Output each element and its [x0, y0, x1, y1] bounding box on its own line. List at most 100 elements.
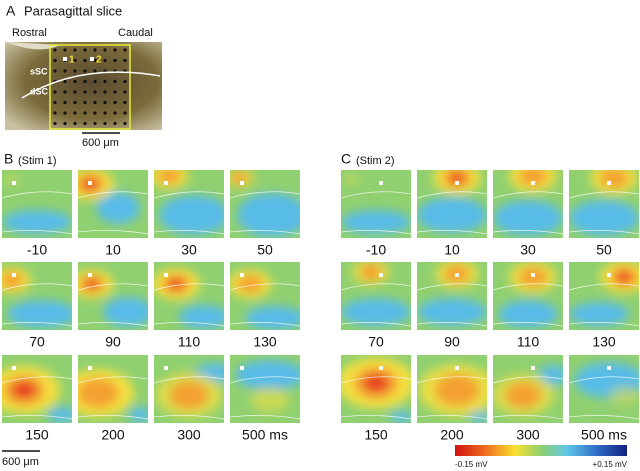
- stim-label: (Stim 2): [356, 155, 395, 167]
- electrode-dot: [63, 48, 67, 52]
- time-label: 90: [105, 334, 121, 350]
- layer-boundary: [2, 191, 72, 199]
- site-label: 1: [69, 55, 75, 66]
- electrode-dot: [53, 111, 57, 115]
- panel-title: Parasagittal slice: [24, 3, 122, 18]
- electrode-dot: [63, 111, 67, 115]
- stim-site: [88, 366, 92, 370]
- electrode-dot: [103, 90, 107, 94]
- layer-boundary: [78, 230, 148, 235]
- heatmap-blobs: [230, 170, 300, 237]
- hot-region: [449, 172, 465, 184]
- slice-edge: [5, 42, 60, 50]
- hot-region: [157, 170, 181, 184]
- layer-boundary: [230, 415, 300, 420]
- layer-boundary: [493, 191, 563, 199]
- hot-region: [84, 278, 100, 290]
- time-label: 10: [444, 242, 460, 258]
- cold-region: [493, 200, 563, 236]
- layer-boundary: [417, 376, 487, 384]
- heatmap-blobs: [2, 366, 72, 423]
- cold-region: [417, 298, 487, 326]
- stim-site: [379, 366, 383, 370]
- heatmap-frame: [230, 355, 300, 423]
- layer-boundary: [569, 191, 639, 199]
- layer-boundary: [78, 415, 148, 420]
- electrode-dot: [73, 111, 77, 115]
- heatmap-frame: [493, 262, 563, 330]
- hot-region: [504, 382, 542, 408]
- time-label: -10: [366, 242, 386, 258]
- time-label: 150: [25, 427, 49, 443]
- stim-site: [164, 181, 168, 185]
- electrode-dot: [53, 58, 57, 63]
- electrode-dot: [113, 90, 117, 94]
- hot-region: [359, 264, 383, 280]
- electrode-dot: [53, 69, 57, 73]
- hot-region: [343, 175, 359, 185]
- stim-site: [531, 181, 535, 185]
- electrode-dot: [113, 100, 117, 105]
- electrode-dot: [103, 100, 107, 105]
- layer-boundary: [154, 283, 224, 291]
- site-marker: [90, 57, 94, 61]
- cold-region: [7, 300, 72, 328]
- heatmap-blobs: [341, 175, 411, 234]
- cold-region: [498, 300, 558, 328]
- hot-region: [616, 271, 632, 283]
- layer-boundary: [341, 415, 411, 420]
- electrode-dot: [53, 100, 57, 105]
- time-label: 10: [105, 242, 121, 258]
- layer-boundary: [154, 376, 224, 384]
- label-ssc: sSC: [30, 66, 48, 76]
- stim-site: [455, 181, 459, 185]
- frames: -10 10 30 50 70 90 110 130 150 200 300 500 ms -10 10 3…: [2, 170, 639, 443]
- cold-region: [569, 200, 639, 236]
- electrode-dot: [93, 58, 97, 63]
- heatmap-frame: [2, 170, 72, 238]
- cold-region: [417, 197, 487, 233]
- heatmap-blobs: [569, 262, 639, 326]
- time-label: 110: [178, 334, 201, 350]
- label-caudal: Caudal: [118, 27, 153, 39]
- heatmap-frame: [493, 170, 563, 238]
- layer-boundary: [417, 283, 487, 291]
- hot-region: [169, 381, 209, 409]
- stim-site: [240, 273, 244, 277]
- electrode-dot: [73, 69, 77, 73]
- layer-boundary: [493, 322, 563, 327]
- cold-region: [235, 360, 300, 390]
- colorbar: [455, 445, 627, 456]
- cold-region: [47, 407, 72, 423]
- stim-site: [607, 273, 611, 277]
- heatmap-frame: [341, 262, 411, 330]
- heatmap-blobs: [341, 357, 411, 423]
- heatmap-frame: [569, 355, 639, 423]
- electrode-dot: [123, 121, 127, 126]
- electrode-dot: [83, 121, 87, 126]
- time-label: 150: [364, 427, 388, 443]
- stim-site: [379, 181, 383, 185]
- layer-boundary: [2, 376, 72, 384]
- time-label: 200: [440, 427, 464, 443]
- layer-boundary: [569, 322, 639, 327]
- colorbar-min: -0.15 mV: [455, 460, 488, 469]
- layer-boundary: [154, 322, 224, 327]
- time-label: 130: [253, 334, 277, 350]
- layer-boundary: [2, 322, 72, 327]
- time-label: 30: [520, 242, 536, 258]
- hot-region: [600, 170, 628, 188]
- time-label: 500 ms: [242, 427, 288, 443]
- cold-region: [2, 210, 72, 234]
- heatmap-frame: [569, 262, 639, 330]
- hot-region: [519, 170, 547, 186]
- cold-region: [341, 210, 411, 234]
- scale-bar-label: 600 μm: [2, 456, 39, 468]
- heatmap-frame: [78, 170, 148, 238]
- heatmap-frame: [2, 355, 72, 423]
- heatmap-frame: [417, 262, 487, 330]
- heatmap-frame: [78, 262, 148, 330]
- time-label: 200: [101, 427, 125, 443]
- heatmap-blobs: [417, 170, 487, 233]
- time-label: 130: [592, 334, 616, 350]
